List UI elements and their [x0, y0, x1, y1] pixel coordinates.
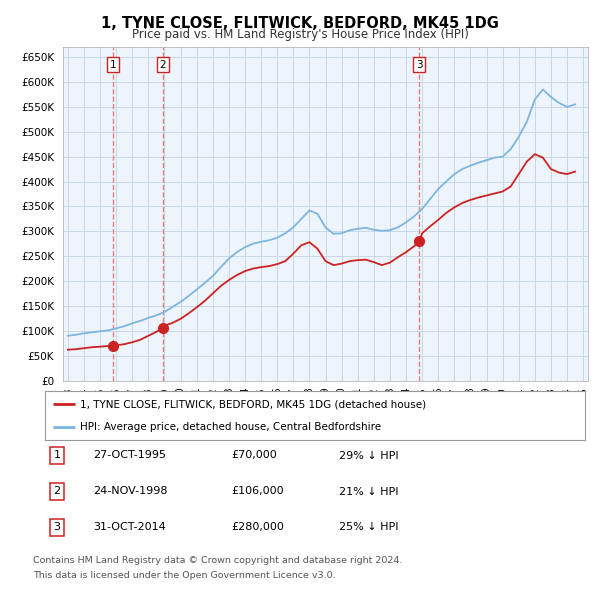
Text: £70,000: £70,000 — [231, 451, 277, 460]
Text: 21% ↓ HPI: 21% ↓ HPI — [339, 487, 398, 496]
Text: 1: 1 — [53, 451, 61, 460]
Text: 1, TYNE CLOSE, FLITWICK, BEDFORD, MK45 1DG: 1, TYNE CLOSE, FLITWICK, BEDFORD, MK45 1… — [101, 16, 499, 31]
Text: 24-NOV-1998: 24-NOV-1998 — [93, 487, 167, 496]
Text: 1: 1 — [110, 60, 116, 70]
Text: 2: 2 — [53, 487, 61, 496]
Text: 2: 2 — [160, 60, 166, 70]
Text: Price paid vs. HM Land Registry's House Price Index (HPI): Price paid vs. HM Land Registry's House … — [131, 28, 469, 41]
Text: £280,000: £280,000 — [231, 523, 284, 532]
Text: 29% ↓ HPI: 29% ↓ HPI — [339, 451, 398, 460]
Text: This data is licensed under the Open Government Licence v3.0.: This data is licensed under the Open Gov… — [33, 571, 335, 580]
Text: 25% ↓ HPI: 25% ↓ HPI — [339, 523, 398, 532]
Text: Contains HM Land Registry data © Crown copyright and database right 2024.: Contains HM Land Registry data © Crown c… — [33, 556, 403, 565]
Text: 3: 3 — [416, 60, 423, 70]
Text: HPI: Average price, detached house, Central Bedfordshire: HPI: Average price, detached house, Cent… — [80, 422, 381, 432]
Text: 31-OCT-2014: 31-OCT-2014 — [93, 523, 166, 532]
Text: 27-OCT-1995: 27-OCT-1995 — [93, 451, 166, 460]
Text: 3: 3 — [53, 523, 61, 532]
Text: 1, TYNE CLOSE, FLITWICK, BEDFORD, MK45 1DG (detached house): 1, TYNE CLOSE, FLITWICK, BEDFORD, MK45 1… — [80, 399, 426, 409]
Text: £106,000: £106,000 — [231, 487, 284, 496]
